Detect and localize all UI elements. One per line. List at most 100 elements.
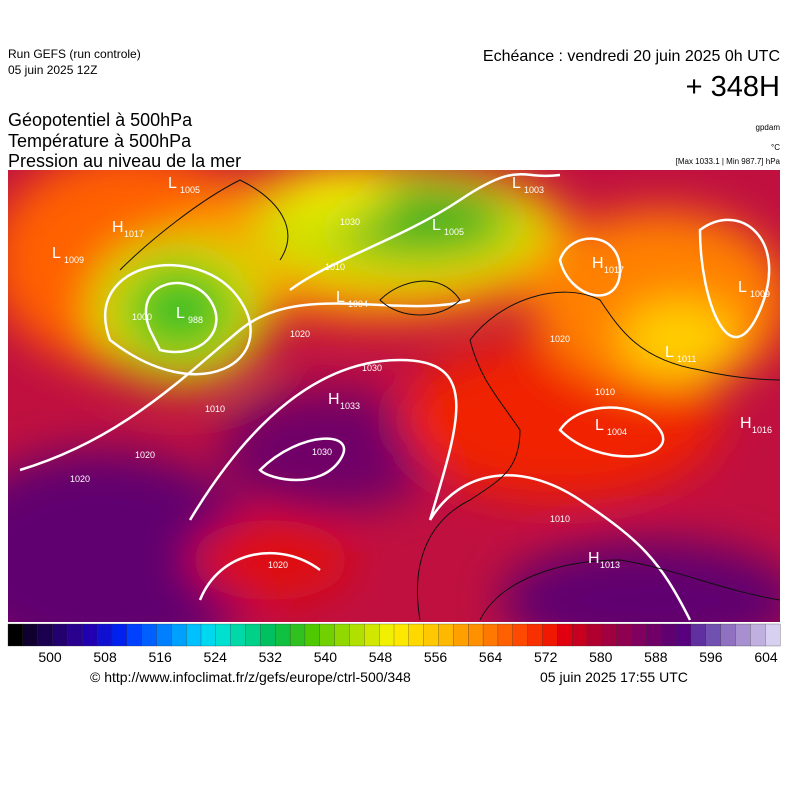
center-value: 1003 bbox=[524, 185, 544, 195]
colorbar-swatch bbox=[720, 623, 736, 647]
colorbar-swatch bbox=[319, 623, 336, 647]
center-value: 1017 bbox=[604, 265, 624, 275]
center-letter: L bbox=[738, 279, 747, 296]
colorbar-swatch bbox=[393, 623, 410, 647]
center-value: 1033 bbox=[340, 401, 360, 411]
colorbar-swatch bbox=[631, 623, 647, 647]
center-letter: L bbox=[176, 305, 185, 322]
center-letter: L bbox=[168, 175, 177, 192]
isobar-label: 1000 bbox=[132, 312, 152, 322]
colorbar-swatch bbox=[586, 623, 603, 647]
colorbar-swatch bbox=[7, 623, 24, 647]
center-value: 1013 bbox=[600, 560, 620, 570]
colorbar-swatch bbox=[690, 623, 707, 647]
footer-time: 05 juin 2025 17:55 UTC bbox=[540, 669, 688, 685]
colorbar-swatch bbox=[349, 623, 365, 647]
colorbar-tick-label: 580 bbox=[589, 649, 613, 665]
isobar-label: 1010 bbox=[550, 514, 570, 524]
colorbar-swatch bbox=[646, 623, 662, 647]
colorbar-swatch bbox=[661, 623, 677, 647]
colorbar-swatch bbox=[156, 623, 172, 647]
colorbar-swatch bbox=[601, 623, 618, 647]
colorbar-tick-label: 524 bbox=[204, 649, 228, 665]
center-value: 1009 bbox=[64, 255, 84, 265]
isobar-label: 1020 bbox=[268, 560, 288, 570]
colorbar-tick-label: 540 bbox=[314, 649, 338, 665]
colorbar-swatch bbox=[96, 623, 113, 647]
colorbar-swatch bbox=[260, 623, 276, 647]
colorbar-swatch bbox=[453, 623, 469, 647]
center-letter: H bbox=[588, 550, 600, 567]
colorbar-swatch bbox=[111, 623, 128, 647]
isobar-label: 1020 bbox=[135, 450, 155, 460]
colorbar-swatch bbox=[200, 623, 217, 647]
lead-time: + 348H bbox=[686, 71, 780, 103]
center-letter: L bbox=[595, 417, 604, 434]
colorbar-swatch bbox=[482, 623, 499, 647]
isobar-label: 1010 bbox=[205, 404, 225, 414]
center-value: 1009 bbox=[750, 289, 770, 299]
colorbar-swatch bbox=[512, 623, 529, 647]
center-letter: H bbox=[112, 219, 124, 236]
colorbar-swatch bbox=[37, 623, 53, 647]
colorbar-swatch bbox=[438, 623, 454, 647]
unit: [Max 1033.1 | Min 987.7] hPa bbox=[676, 157, 781, 166]
colorbar-swatch bbox=[408, 623, 425, 647]
isobar-label: 1020 bbox=[70, 474, 90, 484]
center-value: 1004 bbox=[348, 299, 368, 309]
colorbar-swatch bbox=[67, 623, 83, 647]
isobar-label: 1030 bbox=[362, 363, 382, 373]
colorbar-swatch bbox=[171, 623, 187, 647]
colorbar-swatch bbox=[572, 623, 588, 647]
colorbar-swatch bbox=[22, 623, 39, 647]
center-letter: H bbox=[740, 415, 752, 432]
footer-url: © http://www.infoclimat.fr/z/gefs/europe… bbox=[90, 669, 411, 685]
isobar-label: 1010 bbox=[595, 387, 615, 397]
colorbar-swatch bbox=[245, 623, 261, 647]
colorbar-swatch bbox=[52, 623, 68, 647]
echeance: Echéance : vendredi 20 juin 2025 0h UTC bbox=[483, 48, 780, 65]
colorbar-tick-label: 588 bbox=[644, 649, 668, 665]
center-value: 1016 bbox=[752, 425, 772, 435]
isobar-label: 1020 bbox=[290, 329, 310, 339]
coastlines bbox=[119, 179, 780, 621]
colorbar-swatch bbox=[186, 623, 202, 647]
center-value: 1011 bbox=[677, 354, 696, 364]
center-value: 1017 bbox=[124, 229, 144, 239]
colorbar-swatch bbox=[675, 623, 692, 647]
center-letter: H bbox=[328, 391, 340, 408]
center-letter: H bbox=[592, 255, 604, 272]
colorbar-tick-label: 532 bbox=[259, 649, 283, 665]
colorbar-swatch bbox=[126, 623, 143, 647]
colorbar-tick-label: 516 bbox=[148, 649, 172, 665]
field: Température à 500hPa bbox=[8, 131, 192, 151]
unit: °C bbox=[771, 143, 780, 152]
colorbar-swatch bbox=[527, 623, 543, 647]
colorbar-swatch bbox=[468, 623, 484, 647]
colorbar-tick-label: 572 bbox=[534, 649, 558, 665]
center-letter: L bbox=[52, 245, 61, 262]
colorbar-tick-label: 604 bbox=[754, 649, 778, 665]
center-value: 1005 bbox=[444, 227, 464, 237]
colorbar-swatch bbox=[379, 623, 395, 647]
center-letter: L bbox=[432, 217, 441, 234]
colorbar-swatch bbox=[364, 623, 380, 647]
colorbar-swatch bbox=[735, 623, 751, 647]
colorbar-swatch bbox=[230, 623, 246, 647]
isobar-label: 1010 bbox=[325, 262, 345, 272]
isobar-label: 1030 bbox=[312, 447, 332, 457]
unit: gpdam bbox=[756, 123, 781, 132]
colorbar-swatch bbox=[141, 623, 157, 647]
colorbar-swatch bbox=[705, 623, 722, 647]
colorbar-swatch bbox=[82, 623, 98, 647]
center-value: 1004 bbox=[607, 427, 627, 437]
colorbar-swatch bbox=[557, 623, 573, 647]
run-date: 05 juin 2025 12Z bbox=[8, 63, 97, 77]
colorbar-swatch bbox=[423, 623, 439, 647]
field: Géopotentiel à 500hPa bbox=[8, 110, 193, 130]
center-letter: L bbox=[512, 175, 521, 192]
colorbar-swatch bbox=[765, 623, 781, 647]
center-letter: L bbox=[336, 289, 345, 306]
isobar-label: 1020 bbox=[550, 334, 570, 344]
